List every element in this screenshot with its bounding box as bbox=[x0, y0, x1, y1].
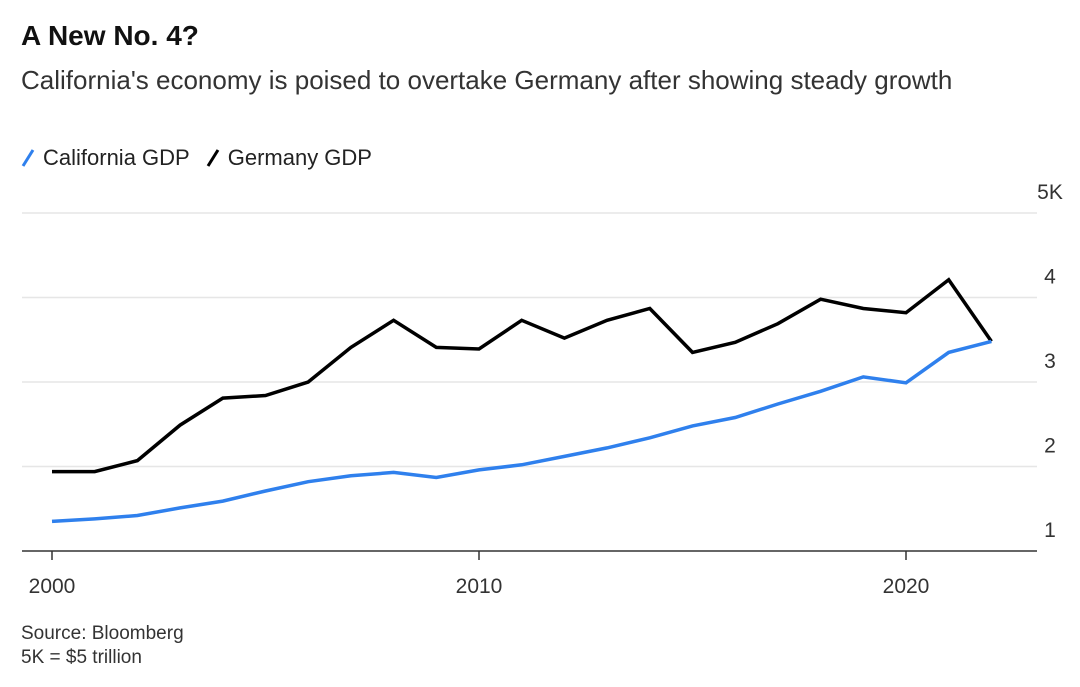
chart-subtitle: California's economy is poised to overta… bbox=[21, 65, 953, 95]
legend-item-california: California GDP bbox=[21, 145, 190, 171]
chart-title: A New No. 4? bbox=[21, 20, 199, 51]
legend-label-california: California GDP bbox=[43, 145, 190, 170]
legend-swatch-germany bbox=[206, 149, 219, 167]
y-tick-label: 3 bbox=[1044, 350, 1056, 373]
x-tick-label: 2020 bbox=[883, 575, 930, 598]
series-line-california-gdp bbox=[51, 339, 992, 524]
legend: California GDP Germany GDP bbox=[21, 145, 388, 171]
x-tick-label: 2000 bbox=[29, 575, 76, 598]
legend-item-germany: Germany GDP bbox=[206, 145, 372, 171]
y-tick-label: 5K bbox=[1037, 181, 1063, 204]
legend-swatch-california bbox=[21, 149, 35, 167]
legend-label-germany: Germany GDP bbox=[227, 145, 372, 170]
y-tick-label: 4 bbox=[1044, 266, 1056, 289]
footer: Source: Bloomberg 5K = $5 trillion bbox=[21, 622, 184, 670]
x-tick-label: 2010 bbox=[456, 575, 503, 598]
y-tick-label: 1 bbox=[1044, 519, 1056, 542]
y-tick-label: 2 bbox=[1044, 435, 1056, 458]
unit-note: 5K = $5 trillion bbox=[21, 647, 142, 668]
source-note: Source: Bloomberg bbox=[21, 623, 184, 644]
series-line-germany-gdp bbox=[52, 277, 993, 474]
